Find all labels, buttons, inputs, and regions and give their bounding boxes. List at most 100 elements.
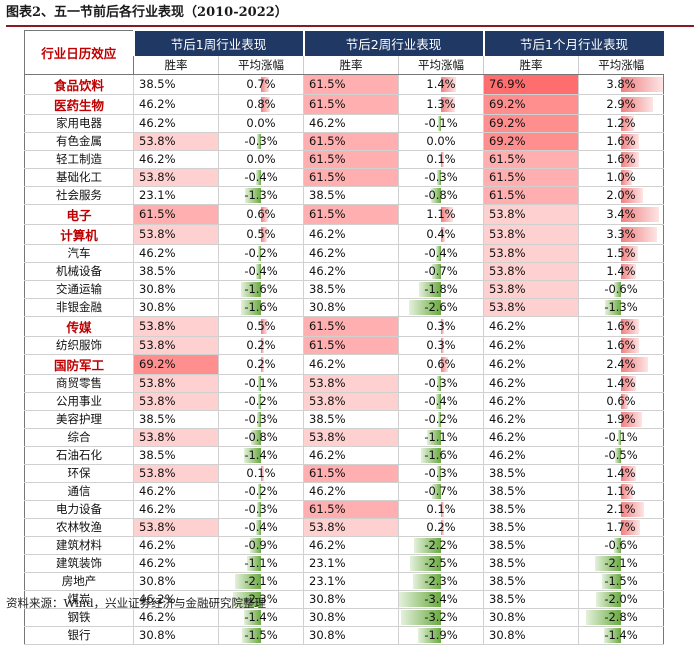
avg-return-cell: 0.6% — [398, 354, 484, 375]
win-rate-cell: 69.2% — [483, 132, 579, 151]
win-rate-cell: 61.5% — [483, 168, 579, 187]
avg-return-cell: -2.8% — [578, 608, 664, 627]
table-row: 综合 53.8% -0.8% 53.8% -1.1% 46.2% -0.1% — [24, 428, 664, 447]
win-rate-cell: 30.8% — [303, 298, 399, 317]
avg-return-cell: -0.2% — [218, 392, 304, 411]
win-rate-cell: 30.8% — [133, 572, 219, 591]
avg-return-cell: 1.4% — [578, 374, 664, 393]
avg-return-value: -1.6% — [244, 281, 278, 296]
win-rate-cell: 46.2% — [483, 428, 579, 447]
negative-bar — [235, 573, 261, 589]
positive-bar — [621, 169, 632, 185]
table-row: 交通运输 30.8% -1.6% 38.5% -1.8% 53.8% -0.6% — [24, 280, 664, 299]
negative-bar — [258, 393, 261, 409]
avg-return-cell: -1.8% — [398, 280, 484, 299]
win-rate-cell: 46.2% — [133, 94, 219, 115]
win-rate-cell: 61.5% — [303, 132, 399, 151]
avg-return-cell: -2.2% — [398, 536, 484, 555]
win-rate-cell: 46.2% — [133, 590, 219, 609]
avg-return-cell: 0.3% — [398, 316, 484, 337]
avg-return-cell: 0.6% — [578, 392, 664, 411]
avg-return-value: -2.1% — [244, 573, 278, 588]
win-rate-cell: 61.5% — [303, 336, 399, 355]
avg-return-value: 1.4% — [606, 263, 636, 278]
avg-return-cell: -0.4% — [398, 244, 484, 263]
win-rate-cell: 38.5% — [483, 536, 579, 555]
avg-return-value: -0.3% — [424, 375, 458, 390]
avg-return-value: -0.1% — [424, 115, 458, 130]
positive-bar — [621, 133, 639, 149]
group-header-1w: 节后1周行业表现 — [132, 30, 304, 56]
avg-return-value: -1.8% — [424, 281, 458, 296]
positive-bar — [441, 226, 445, 242]
win-rate-cell: 53.8% — [133, 428, 219, 447]
negative-bar — [436, 393, 441, 409]
industry-name: 环保 — [24, 464, 134, 483]
avg-return-value: -0.5% — [604, 447, 638, 462]
source-note: 资料来源：Wind，兴业证券经济与金融研究院整理 — [6, 596, 267, 610]
negative-bar — [257, 501, 261, 517]
avg-return-cell: -0.3% — [218, 132, 304, 151]
win-rate-cell: 53.8% — [133, 374, 219, 393]
industry-name: 纺织服饰 — [24, 336, 134, 355]
avg-return-cell: -0.2% — [218, 482, 304, 501]
win-rate-cell: 23.1% — [133, 186, 219, 205]
avg-return-cell: -1.5% — [578, 572, 664, 591]
avg-return-cell: -0.1% — [218, 374, 304, 393]
avg-return-value: 2.4% — [606, 356, 636, 371]
table-row: 医药生物 46.2% 0.8% 61.5% 1.3% 69.2% 2.9% — [24, 94, 664, 115]
positive-bar — [441, 501, 444, 517]
industry-name: 公用事业 — [24, 392, 134, 411]
industry-name: 基础化工 — [24, 168, 134, 187]
avg-return-cell: -0.5% — [578, 446, 664, 465]
avg-return-cell: 2.0% — [578, 186, 664, 205]
avg-return-cell: 0.2% — [218, 336, 304, 355]
negative-bar — [256, 263, 261, 279]
win-rate-cell: 61.5% — [483, 186, 579, 205]
avg-return-cell: 1.9% — [578, 410, 664, 429]
positive-bar — [441, 151, 444, 167]
negative-bar — [432, 483, 441, 499]
avg-return-value: 0.1% — [426, 501, 456, 516]
avg-return-value: -1.4% — [604, 627, 638, 642]
win-rate-cell: 53.8% — [133, 316, 219, 337]
avg-return-cell: -0.6% — [578, 536, 664, 555]
negative-bar — [256, 519, 261, 535]
win-rate-cell: 23.1% — [303, 572, 399, 591]
negative-bar — [399, 591, 441, 607]
avg-return-cell: -2.3% — [398, 572, 484, 591]
avg-return-value: 1.6% — [606, 151, 636, 166]
avg-return-value: -0.9% — [244, 537, 278, 552]
win-rate-cell: 30.8% — [303, 590, 399, 609]
avg-return-cell: 0.2% — [218, 354, 304, 375]
positive-bar — [621, 519, 640, 535]
win-rate-cell: 46.2% — [133, 500, 219, 519]
negative-bar — [251, 429, 261, 445]
win-rate-cell: 38.5% — [483, 482, 579, 501]
win-rate-cell: 46.2% — [133, 482, 219, 501]
avg-return-cell: -0.1% — [398, 114, 484, 133]
negative-bar — [431, 187, 441, 203]
avg-return-cell: -0.4% — [218, 168, 304, 187]
positive-bar — [621, 96, 653, 112]
avg-return-value: 0.2% — [426, 519, 456, 534]
win-rate-cell: 53.8% — [133, 168, 219, 187]
avg-return-value: 1.3% — [426, 96, 456, 111]
industry-name: 建筑装饰 — [24, 554, 134, 573]
win-rate-cell: 46.2% — [303, 244, 399, 263]
avg-return-cell: -0.1% — [578, 428, 664, 447]
industry-name: 建筑材料 — [24, 536, 134, 555]
avg-return-value: 0.6% — [246, 206, 276, 221]
positive-bar — [261, 226, 267, 242]
negative-bar — [438, 411, 441, 427]
avg-return-value: 1.4% — [606, 375, 636, 390]
avg-return-value: 0.3% — [426, 318, 456, 333]
win-rate-cell: 38.5% — [303, 280, 399, 299]
avg-return-value: -0.6% — [604, 537, 638, 552]
industry-name: 食品饮料 — [24, 74, 134, 95]
win-rate-cell: 53.8% — [133, 336, 219, 355]
avg-return-cell: 0.0% — [218, 150, 304, 169]
negative-bar — [427, 429, 441, 445]
avg-return-value: -0.2% — [244, 393, 278, 408]
avg-return-value: -2.8% — [604, 609, 638, 624]
